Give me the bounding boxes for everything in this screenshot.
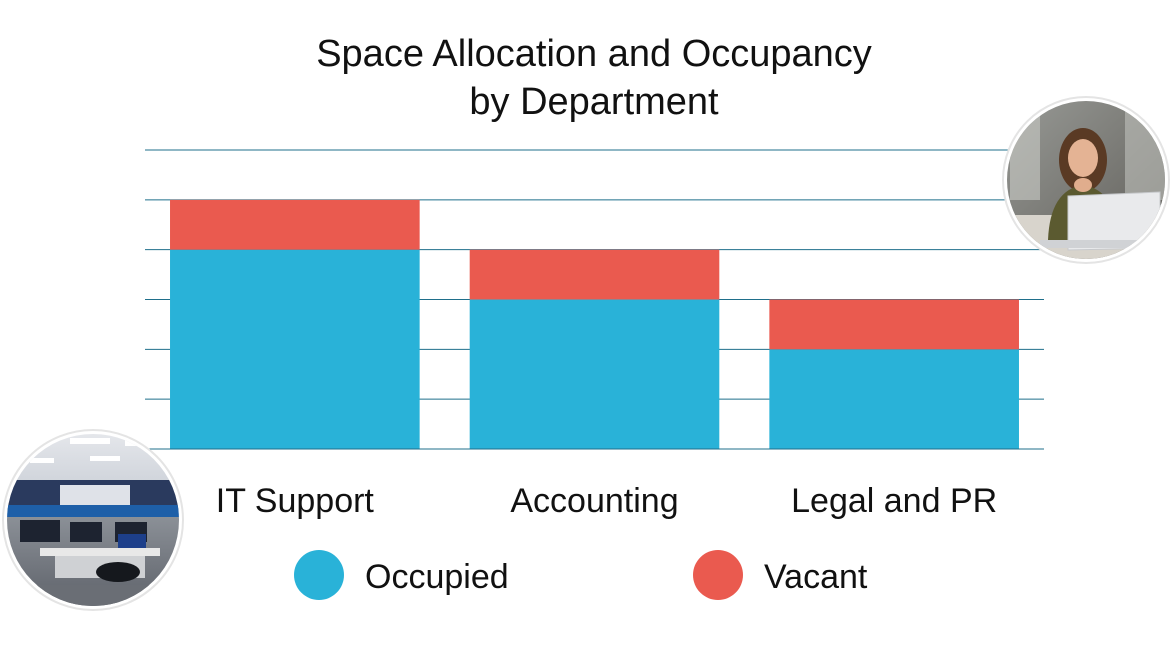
category-label-it-support: IT Support — [216, 482, 375, 520]
legend-label-occupied: Occupied — [365, 558, 509, 596]
legend: Occupied Vacant — [294, 550, 868, 600]
woman-laptop-photo — [1002, 96, 1170, 264]
legend-swatch-vacant — [693, 550, 743, 600]
legend-swatch-occupied — [294, 550, 344, 600]
chart-title-line-2: by Department — [469, 81, 719, 123]
chart-title-line-1: Space Allocation and Occupancy — [316, 33, 872, 75]
bar-vacant-it-support — [170, 199, 420, 250]
category-label-accounting: Accounting — [510, 482, 678, 520]
bar-vacant-legal-and-pr — [769, 299, 1019, 350]
bar-occupied-legal-and-pr — [769, 349, 1019, 449]
category-label-legal-and-pr: Legal and PR — [791, 482, 997, 520]
bars — [170, 199, 1019, 449]
office-workspace-photo — [2, 429, 184, 611]
bar-occupied-accounting — [469, 299, 720, 449]
legend-label-vacant: Vacant — [764, 558, 868, 596]
category-labels: IT Support Accounting Legal and PR — [216, 482, 997, 520]
bar-occupied-it-support — [170, 249, 420, 449]
bar-vacant-accounting — [469, 249, 720, 300]
